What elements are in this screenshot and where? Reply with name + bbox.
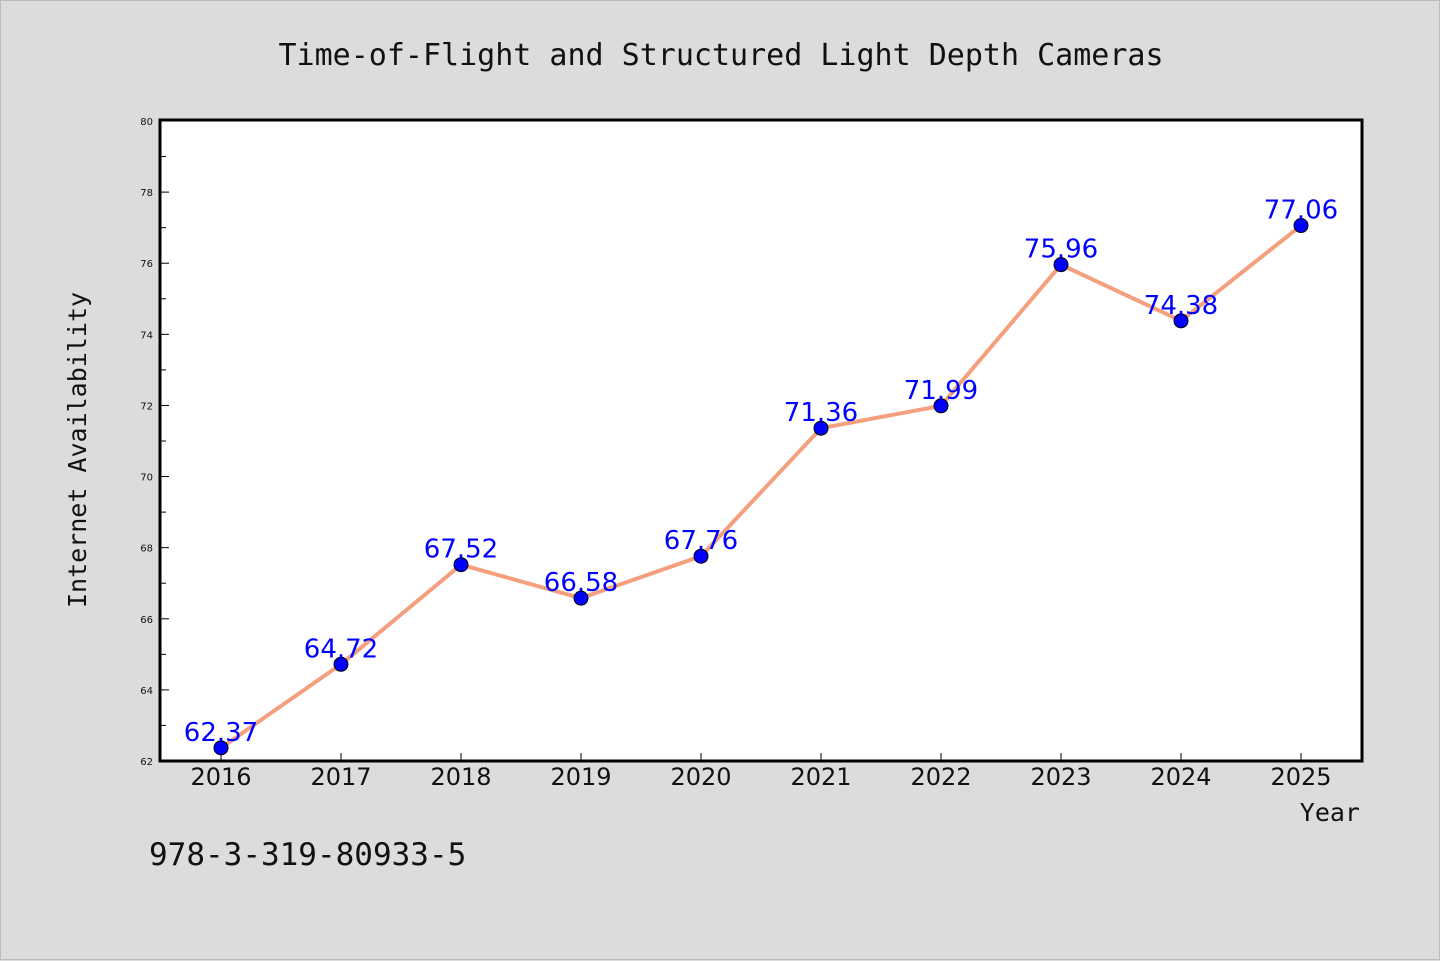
x-tick-label: 2022 [910, 763, 971, 791]
data-label: 77.06 [1264, 196, 1338, 226]
data-label: 67.52 [424, 535, 498, 565]
x-tick-label: 2020 [670, 763, 731, 791]
y-tick-label: 80 [140, 117, 153, 128]
y-tick-label: 74 [140, 330, 153, 341]
data-label: 74.38 [1144, 291, 1218, 321]
data-label: 75.96 [1024, 235, 1098, 265]
data-label: 66.58 [544, 568, 618, 598]
x-tick-label: 2025 [1270, 763, 1331, 791]
data-point-marker [1173, 313, 1189, 329]
isbn-footnote: 978-3-319-80933-5 [149, 837, 466, 873]
series-layer: 62.37 64.72 67.52 66.58 67.76 71.36 71.99 75.96… [184, 196, 1338, 756]
data-point-marker [453, 557, 469, 573]
data-point-marker [693, 548, 709, 564]
data-label: 62.37 [184, 718, 258, 748]
y-tick-label: 78 [140, 188, 153, 199]
data-label: 71.99 [904, 376, 978, 406]
y-tick-label: 70 [140, 473, 153, 484]
y-axis-ticks: 62 64 66 68 70 72 74 76 78 80 [140, 117, 169, 768]
y-tick-label: 66 [140, 615, 153, 626]
y-tick-label: 62 [140, 757, 153, 768]
y-axis-label: Internet Availability [63, 292, 92, 608]
data-label: 71.36 [784, 398, 858, 428]
data-point-marker [1053, 257, 1069, 273]
x-tick-label: 2024 [1150, 763, 1211, 791]
x-tick-label: 2023 [1030, 763, 1091, 791]
y-tick-label: 72 [140, 401, 153, 412]
data-label: 67.76 [664, 526, 738, 556]
plot-area [158, 118, 1364, 763]
data-point-marker [1293, 218, 1309, 234]
data-point-marker [333, 656, 349, 672]
data-point-marker [933, 398, 949, 414]
x-tick-label: 2019 [550, 763, 611, 791]
x-axis-label: Year [1300, 798, 1360, 827]
series-line [219, 223, 1303, 750]
x-tick-label: 2016 [190, 763, 251, 791]
chart-title: Time-of-Flight and Structured Light Dept… [278, 38, 1163, 73]
data-point-marker [573, 590, 589, 606]
y-tick-label: 68 [140, 544, 153, 555]
x-axis-ticks: 2016 2017 2018 2019 2020 2021 2022 2023 2024 2025 [190, 753, 1332, 791]
data-label: 64.72 [304, 634, 378, 664]
x-tick-label: 2021 [790, 763, 851, 791]
x-tick-label: 2018 [430, 763, 491, 791]
y-tick-label: 64 [140, 686, 153, 697]
y-tick-label: 76 [140, 259, 153, 270]
data-point-marker [213, 740, 229, 756]
x-tick-label: 2017 [310, 763, 371, 791]
data-point-marker [813, 420, 829, 436]
